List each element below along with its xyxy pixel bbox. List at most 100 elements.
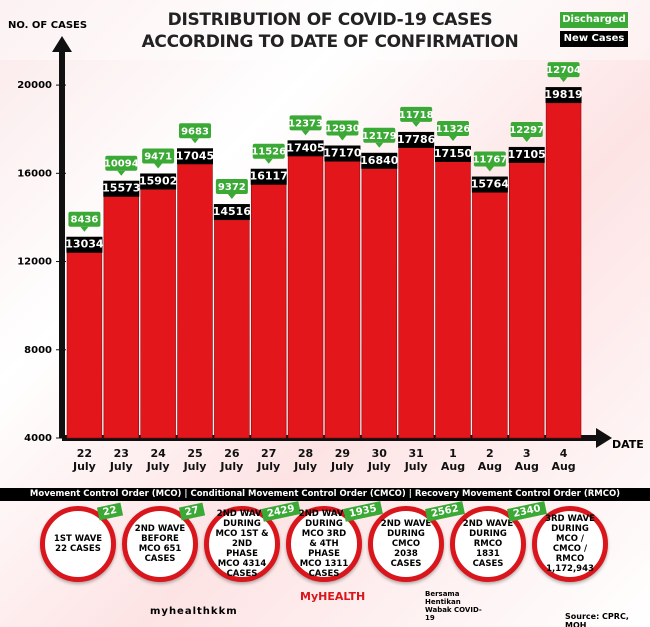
legend-item: Discharged: [560, 12, 628, 28]
bar: [287, 142, 324, 439]
discharged-pointer: [117, 170, 126, 176]
bar-label: 16840: [360, 154, 399, 167]
bar-label: 16117: [250, 170, 288, 183]
bar-label-bg: [324, 145, 361, 162]
bar: [545, 88, 582, 439]
bar-label-bg: [140, 173, 177, 190]
bar-label-bg: [545, 87, 582, 104]
x-tick-label: 24 July: [146, 447, 170, 473]
bar-label-bg: [213, 204, 250, 221]
discharged-marker: [105, 155, 138, 171]
x-tick-label: 28 July: [294, 447, 317, 473]
bar-label: 17045: [176, 149, 214, 162]
discharged-label: 12704: [546, 65, 581, 76]
discharged-label: 12373: [288, 118, 323, 129]
discharged-pointer: [301, 130, 310, 136]
discharged-label: 12930: [325, 124, 360, 135]
discharged-label: 11718: [399, 110, 434, 121]
bar: [398, 133, 434, 439]
x-tick-label: 27 July: [257, 447, 281, 473]
discharged-pointer: [264, 158, 273, 164]
x-tick-label: 22 July: [72, 447, 96, 473]
bar-label: 17170: [323, 147, 362, 160]
discharged-label: 9372: [218, 182, 246, 193]
x-tick-label: 4 Aug: [551, 447, 576, 473]
bar-label: 17405: [286, 141, 324, 154]
x-tick-label: 25 July: [183, 447, 207, 473]
discharged-marker: [547, 62, 580, 78]
bar-label-bg: [177, 148, 213, 165]
bar-label-bg: [103, 180, 140, 197]
y-tick-label: 4000: [24, 433, 52, 444]
bar: [361, 154, 398, 439]
x-tick-label: 30 July: [367, 447, 391, 473]
discharged-pointer: [375, 142, 384, 148]
bar-label: 15764: [471, 178, 510, 191]
discharged-label: 8436: [71, 215, 99, 226]
bar: [324, 147, 361, 439]
y-tick-label: 8000: [24, 345, 52, 356]
bar-label-bg: [361, 152, 398, 169]
discharged-pointer: [338, 135, 347, 141]
discharged-label: 11767: [472, 155, 507, 166]
discharged-label: 12297: [509, 125, 544, 136]
discharged-marker: [289, 115, 322, 131]
x-tick-label: 29 July: [330, 447, 354, 473]
x-tick-label: 2 Aug: [477, 447, 502, 473]
bg-band: [0, 0, 650, 60]
chart-subtitle: ACCORDING TO DATE OF CONFIRMATION: [141, 32, 519, 52]
brand: MyHEALTH: [300, 590, 366, 603]
discharged-marker: [142, 148, 175, 164]
bar-label-bg: [287, 140, 324, 157]
legend-item: New Cases: [560, 31, 628, 47]
discharged-label: 9471: [144, 151, 172, 162]
discharged-pointer: [522, 136, 531, 142]
x-tick-label: 1 Aug: [440, 447, 466, 473]
bar-label-bg: [398, 131, 435, 148]
wave-circle: 1ST WAVE 22 CASES: [40, 506, 116, 582]
discharged-marker: [179, 123, 211, 139]
bar: [140, 175, 176, 439]
bar-label-bg: [508, 146, 545, 163]
discharged-label: 11326: [436, 124, 471, 135]
discharged-label: 10094: [104, 159, 139, 170]
bar: [66, 238, 103, 439]
bar-label: 15573: [102, 182, 140, 195]
discharged-pointer: [485, 166, 494, 172]
x-tick-label: 26 July: [220, 447, 244, 473]
x-axis-title: DATE: [612, 438, 644, 451]
chart-title: DISTRIBUTION OF COVID-19 CASES: [167, 10, 493, 30]
bar: [472, 178, 508, 439]
handle: myhealthkkm: [150, 606, 238, 617]
bar: [508, 148, 545, 439]
bar-label: 17786: [397, 133, 436, 146]
discharged-label: 12179: [362, 131, 397, 142]
source: Source: CPRC, MOH: [565, 612, 629, 627]
y-tick-label: 12000: [17, 257, 52, 268]
discharged-marker: [473, 151, 506, 167]
discharged-marker: [363, 127, 396, 143]
y-tick-label: 20000: [17, 80, 52, 91]
bar-label-bg: [435, 145, 471, 162]
bar: [250, 170, 287, 439]
bar-label-bg: [66, 236, 103, 253]
y-tick-label: 16000: [17, 168, 52, 179]
bar: [103, 182, 140, 439]
discharged-marker: [326, 120, 359, 136]
bar-label: 19819: [544, 88, 582, 101]
discharged-pointer: [449, 135, 457, 141]
x-axis-arrow: [596, 428, 612, 448]
discharged-pointer: [559, 77, 568, 83]
discharged-marker: [252, 143, 285, 159]
discharged-pointer: [412, 121, 421, 127]
discharged-pointer: [191, 138, 199, 144]
bar: [177, 149, 213, 439]
bar: [435, 147, 471, 439]
bar-label: 13034: [65, 238, 104, 251]
y-axis-arrow: [52, 36, 72, 52]
bar-label: 15902: [139, 174, 177, 187]
y-axis-title: NO. OF CASES: [8, 20, 87, 31]
discharged-pointer: [227, 194, 236, 200]
